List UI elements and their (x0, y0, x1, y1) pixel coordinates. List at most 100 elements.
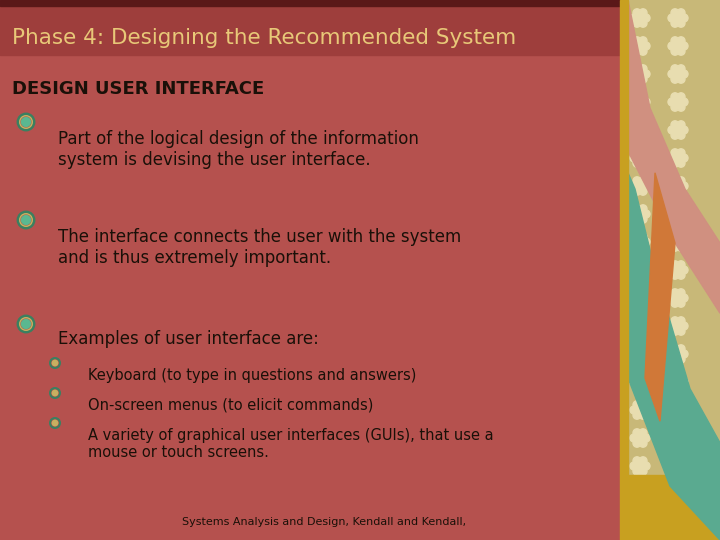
Circle shape (639, 9, 647, 17)
Circle shape (680, 70, 688, 78)
Circle shape (639, 187, 647, 195)
Circle shape (633, 233, 641, 241)
Circle shape (668, 126, 676, 134)
Circle shape (630, 42, 638, 50)
Circle shape (633, 289, 641, 297)
Circle shape (639, 103, 647, 111)
Circle shape (671, 411, 679, 419)
Circle shape (677, 327, 685, 335)
Circle shape (668, 462, 676, 470)
Circle shape (677, 149, 685, 157)
Circle shape (668, 238, 676, 246)
Circle shape (636, 98, 644, 106)
Circle shape (636, 70, 644, 78)
Circle shape (671, 159, 679, 167)
Circle shape (677, 243, 685, 251)
Circle shape (639, 261, 647, 269)
Circle shape (633, 93, 641, 101)
Polygon shape (645, 173, 675, 421)
Circle shape (633, 327, 641, 335)
Circle shape (677, 401, 685, 409)
Circle shape (671, 439, 679, 447)
Circle shape (636, 462, 644, 470)
Circle shape (633, 215, 641, 223)
Circle shape (674, 406, 682, 414)
Circle shape (668, 98, 676, 106)
Circle shape (22, 118, 30, 126)
Circle shape (668, 406, 676, 414)
Circle shape (642, 350, 650, 358)
Circle shape (671, 485, 679, 493)
Circle shape (639, 205, 647, 213)
Circle shape (642, 98, 650, 106)
Circle shape (677, 9, 685, 17)
Circle shape (636, 434, 644, 442)
Circle shape (677, 19, 685, 27)
Circle shape (671, 317, 679, 325)
Circle shape (674, 42, 682, 50)
Circle shape (668, 266, 676, 274)
Circle shape (680, 490, 688, 498)
Circle shape (674, 182, 682, 190)
Circle shape (639, 271, 647, 279)
Circle shape (633, 243, 641, 251)
Text: Systems Analysis and Design, Kendall and Kendall,: Systems Analysis and Design, Kendall and… (182, 517, 466, 527)
Circle shape (639, 233, 647, 241)
Circle shape (668, 182, 676, 190)
Circle shape (677, 47, 685, 55)
Circle shape (630, 182, 638, 190)
Circle shape (630, 294, 638, 302)
Circle shape (633, 467, 641, 475)
Circle shape (636, 294, 644, 302)
Circle shape (639, 355, 647, 363)
Circle shape (642, 210, 650, 218)
Circle shape (680, 182, 688, 190)
Circle shape (633, 37, 641, 45)
Circle shape (671, 103, 679, 111)
Circle shape (674, 322, 682, 330)
Circle shape (633, 159, 641, 167)
Circle shape (674, 70, 682, 78)
Circle shape (633, 65, 641, 73)
Circle shape (671, 457, 679, 465)
Circle shape (630, 126, 638, 134)
Circle shape (639, 19, 647, 27)
Circle shape (677, 317, 685, 325)
Circle shape (630, 14, 638, 22)
Circle shape (633, 103, 641, 111)
Circle shape (633, 429, 641, 437)
Circle shape (22, 215, 30, 225)
Circle shape (671, 289, 679, 297)
Circle shape (639, 467, 647, 475)
Circle shape (639, 299, 647, 307)
Circle shape (633, 317, 641, 325)
Text: Part of the logical design of the information
system is devising the user interf: Part of the logical design of the inform… (58, 130, 419, 169)
Circle shape (633, 131, 641, 139)
Circle shape (630, 266, 638, 274)
Circle shape (671, 233, 679, 241)
Circle shape (677, 215, 685, 223)
Circle shape (642, 238, 650, 246)
Text: A variety of graphical user interfaces (GUIs), that use a
mouse or touch screens: A variety of graphical user interfaces (… (88, 428, 494, 461)
Circle shape (671, 373, 679, 381)
Circle shape (642, 322, 650, 330)
Circle shape (677, 159, 685, 167)
Circle shape (671, 121, 679, 129)
Circle shape (677, 439, 685, 447)
Circle shape (636, 322, 644, 330)
Circle shape (639, 327, 647, 335)
Circle shape (639, 485, 647, 493)
Circle shape (639, 411, 647, 419)
Circle shape (677, 383, 685, 391)
Circle shape (668, 322, 676, 330)
Circle shape (53, 420, 58, 426)
Circle shape (636, 406, 644, 414)
Text: The interface connects the user with the system
and is thus extremely important.: The interface connects the user with the… (58, 228, 462, 267)
Circle shape (677, 355, 685, 363)
Circle shape (633, 299, 641, 307)
Circle shape (639, 373, 647, 381)
Circle shape (639, 429, 647, 437)
Circle shape (674, 14, 682, 22)
Circle shape (680, 434, 688, 442)
Bar (0, 0, 620, 55)
